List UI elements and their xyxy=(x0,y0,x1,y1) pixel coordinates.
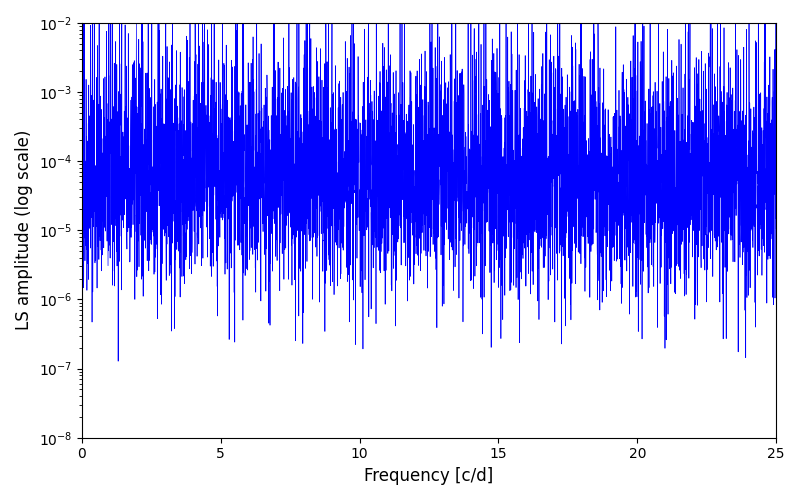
Y-axis label: LS amplitude (log scale): LS amplitude (log scale) xyxy=(15,130,33,330)
X-axis label: Frequency [c/d]: Frequency [c/d] xyxy=(364,467,494,485)
